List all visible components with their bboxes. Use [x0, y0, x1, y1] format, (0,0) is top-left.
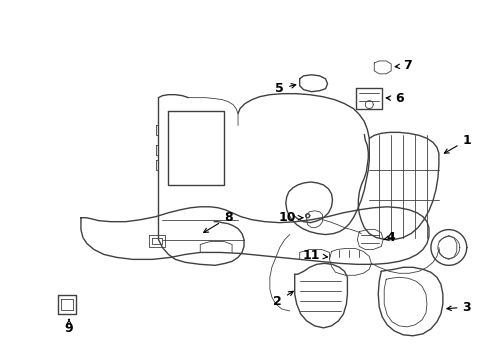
Text: 5: 5 — [275, 82, 296, 95]
Text: 11: 11 — [303, 249, 327, 262]
Text: 1: 1 — [444, 134, 471, 153]
Text: 3: 3 — [447, 301, 471, 314]
Text: 9: 9 — [65, 319, 74, 336]
Text: 4: 4 — [384, 231, 395, 244]
Text: 7: 7 — [395, 59, 412, 72]
Text: 10: 10 — [279, 211, 303, 224]
Text: 6: 6 — [386, 92, 403, 105]
Text: 8: 8 — [204, 211, 232, 233]
Text: 2: 2 — [273, 291, 294, 307]
